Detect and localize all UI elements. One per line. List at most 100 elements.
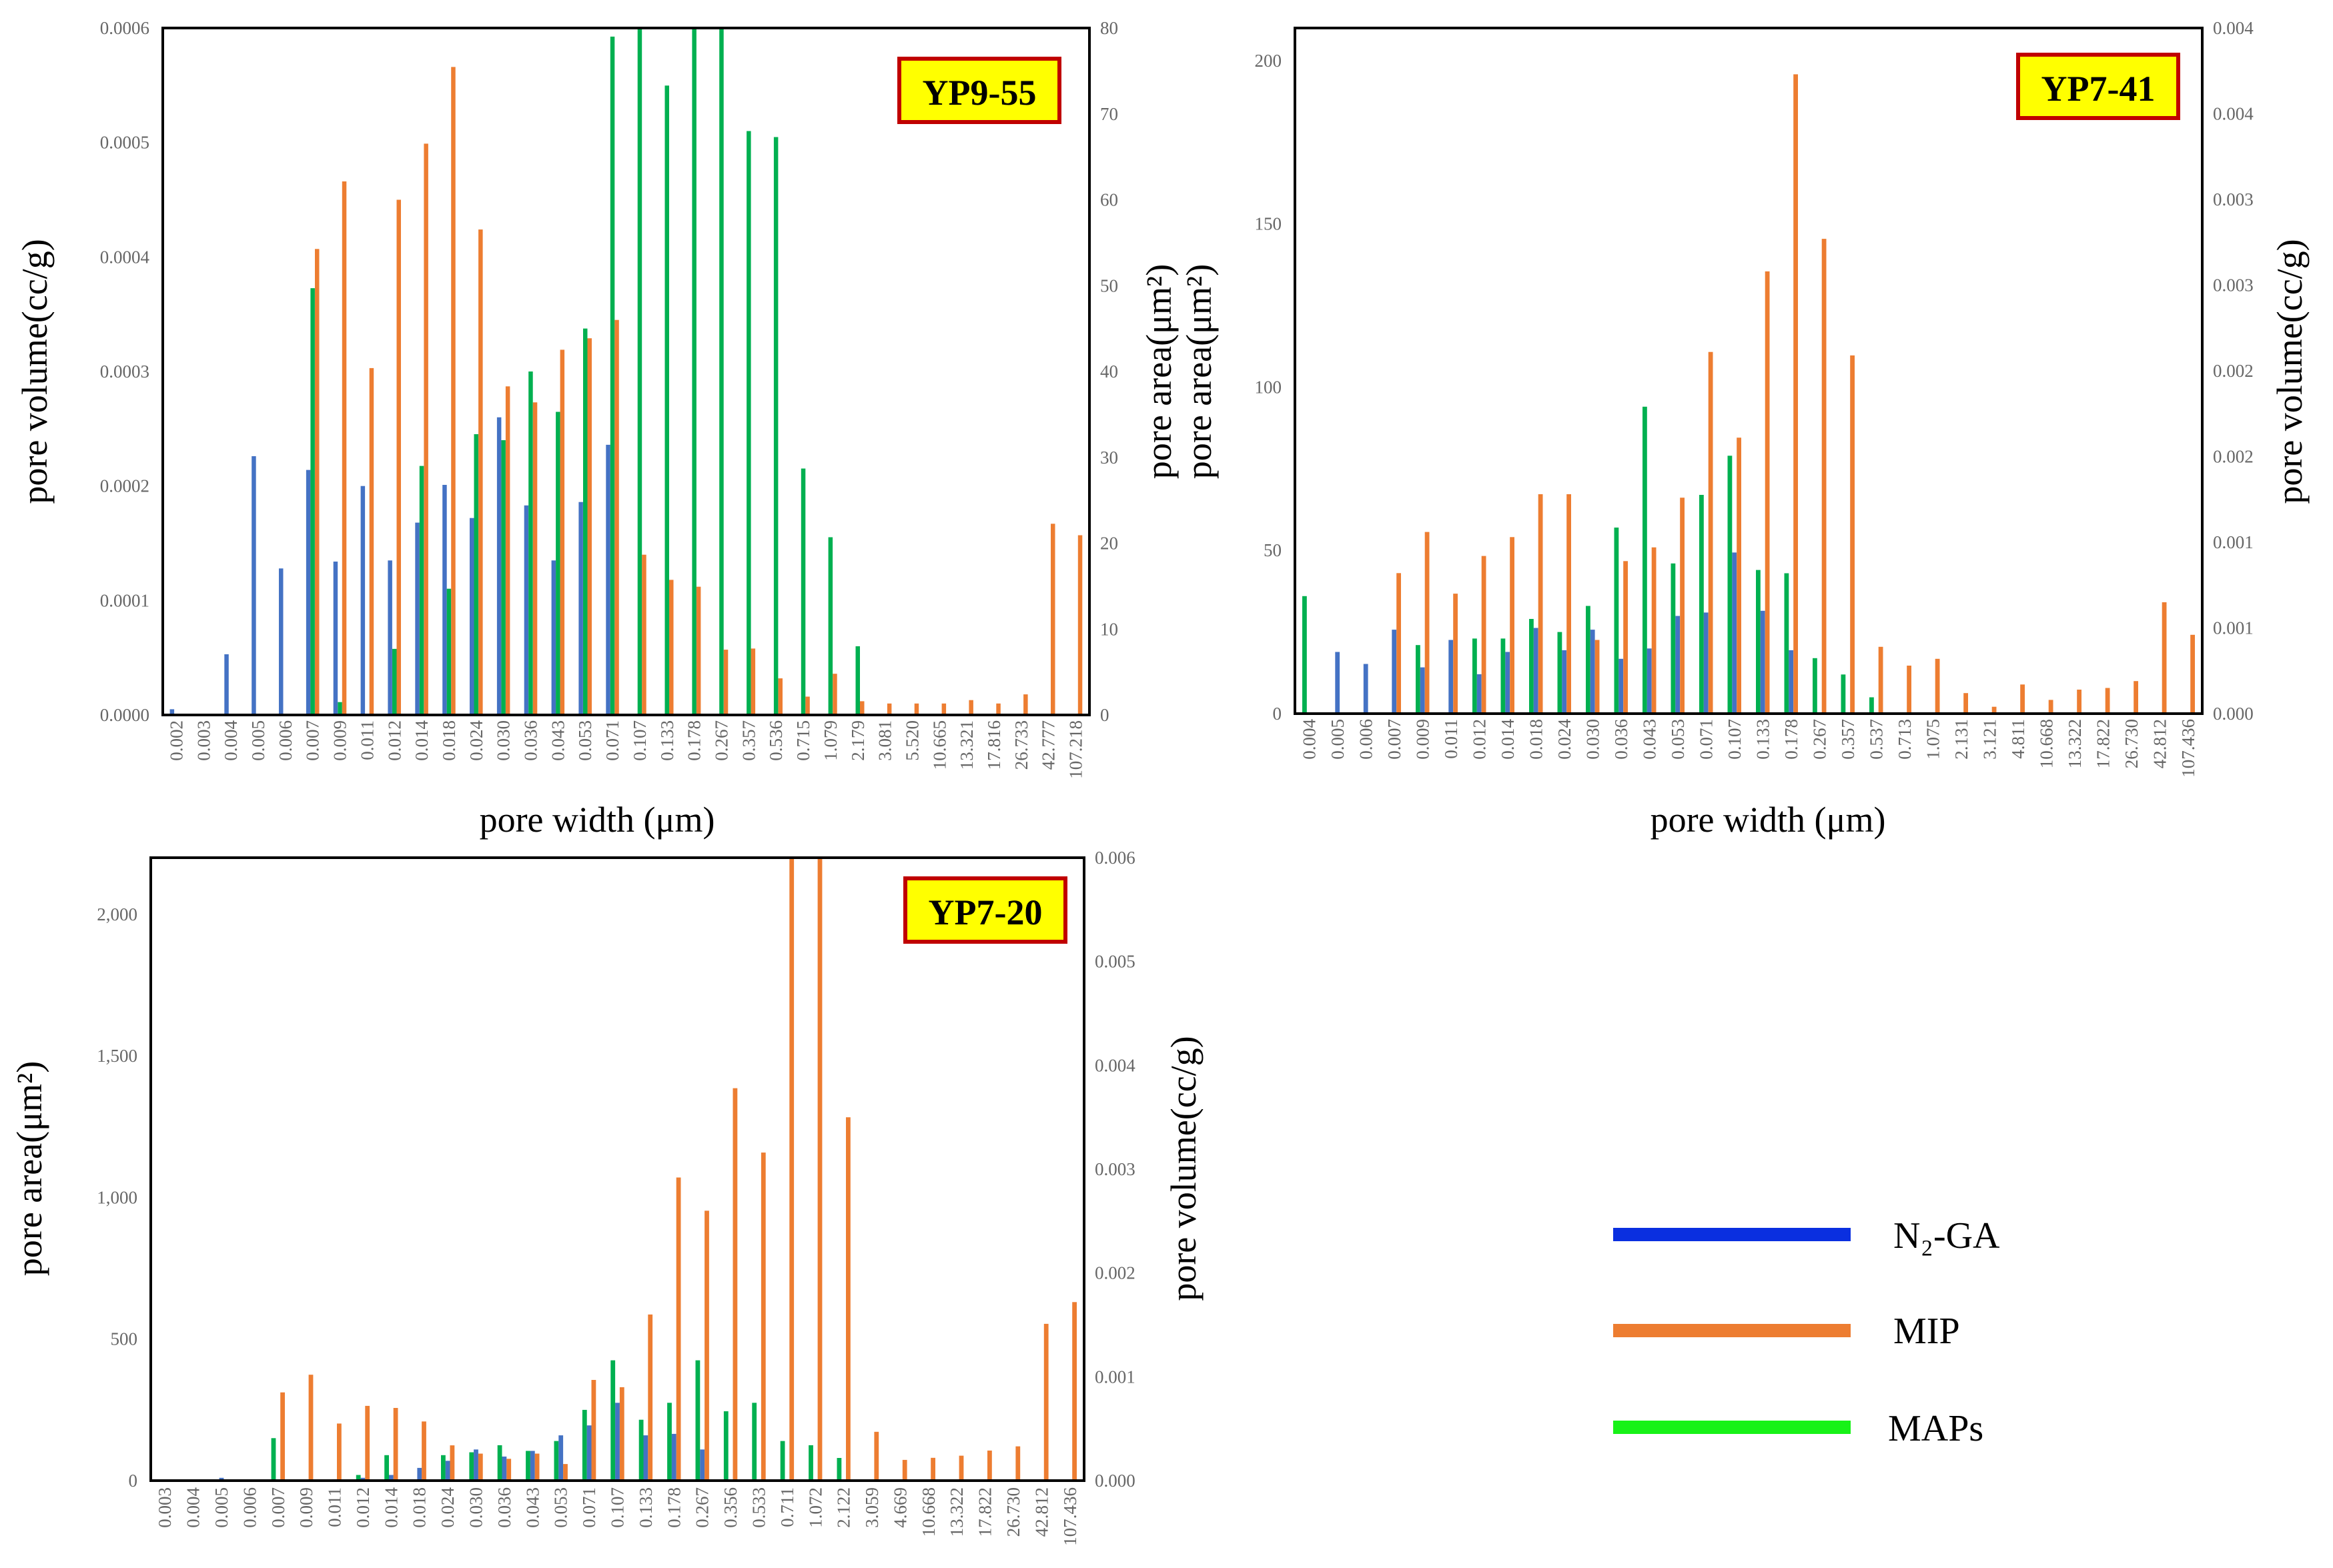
x-tick-label: 0.071 (1696, 719, 1716, 760)
bar-mip-0.107 (1737, 438, 1741, 714)
bar-maps-0.071 (1699, 495, 1704, 714)
chart-title: YP7-20 (929, 892, 1043, 932)
bar-mip-0.009 (1424, 532, 1430, 714)
x-tick-label: 0.012 (353, 1487, 373, 1528)
bar-mip-0.014 (1510, 537, 1514, 714)
bar-mip-0.178 (696, 586, 701, 715)
bar-n2-ga-0.036 (524, 505, 529, 715)
y-axis-title-left: pore area(μm²) (9, 1061, 49, 1276)
bars-group (169, 28, 1083, 716)
x-tick-label: 0.007 (268, 1487, 288, 1528)
bar-mip-17.816 (996, 703, 1001, 715)
x-tick-label: 26.730 (2122, 719, 2142, 768)
left-tick-label: 200 (1255, 51, 1282, 71)
bar-n2-ga-0.043 (551, 560, 556, 716)
legend: N₂-GA MIP MAPs (1613, 1215, 2000, 1449)
bar-n2-ga-0.071 (586, 1425, 592, 1481)
bar-maps-0.007 (310, 288, 315, 716)
x-tick-label: 0.107 (630, 720, 650, 761)
x-tick-label: 3.059 (862, 1487, 882, 1528)
x-tick-label: 0.178 (1781, 719, 1801, 760)
right-tick-label: 0.000 (1095, 1471, 1135, 1491)
bar-mip-107.436 (2190, 634, 2195, 714)
x-tick-label: 0.007 (1384, 719, 1404, 760)
bar-n2-ga-0.024 (470, 518, 474, 715)
bar-n2-ga-0.018 (1533, 628, 1538, 714)
x-tick-label: 4.811 (2008, 719, 2028, 759)
bar-n2-ga-0.030 (496, 417, 502, 715)
x-tick-label: 0.533 (749, 1487, 769, 1528)
bar-mip-10.665 (941, 703, 947, 715)
bar-mip-0.533 (761, 1152, 766, 1481)
bar-mip-0.007 (280, 1392, 285, 1481)
plot-frame (1294, 27, 2204, 715)
bar-n2-ga-0.267 (700, 1449, 705, 1481)
bar-mip-0.713 (1907, 666, 1911, 714)
x-tick-label: 0.018 (410, 1487, 430, 1528)
x-tick-label: 0.133 (1753, 719, 1773, 760)
bar-maps-0.004 (1302, 596, 1307, 714)
right-axis-ticks: 80 70 60 50 40 30 20 10 0 (1100, 18, 1118, 725)
bar-maps-0.536 (773, 137, 779, 715)
right-tick-label: 0.002 (2213, 447, 2254, 467)
bar-maps-0.043 (526, 1451, 530, 1481)
x-tick-label: 0.005 (1328, 719, 1348, 760)
x-tick-label: 0.107 (608, 1487, 628, 1528)
x-axis-title: pore width (μm) (1651, 800, 1886, 840)
bar-maps-0.357 (1841, 674, 1846, 714)
x-tick-label: 0.003 (193, 720, 213, 761)
right-tick-label: 70 (1100, 104, 1118, 124)
bar-mip-3.059 (874, 1431, 879, 1481)
bars-group (1302, 74, 2195, 714)
bar-maps-0.715 (801, 468, 806, 715)
bar-n2-ga-0.006 (279, 568, 284, 715)
right-tick-label: 0.004 (2213, 18, 2254, 38)
bar-maps-0.024 (441, 1455, 446, 1481)
x-tick-label: 0.071 (602, 720, 622, 761)
x-tick-label: 10.668 (919, 1487, 939, 1537)
title-badge-box (897, 57, 1061, 124)
bar-mip-0.267 (705, 1211, 709, 1481)
left-tick-label: 1,000 (97, 1188, 137, 1208)
bar-n2-ga-0.053 (578, 502, 583, 715)
bar-maps-0.107 (610, 1360, 616, 1481)
bar-n2-ga-0.014 (415, 522, 420, 715)
bar-mip-10.668 (2048, 700, 2053, 714)
x-tick-label: 107.218 (1066, 720, 1086, 779)
bar-mip-17.822 (2105, 688, 2110, 714)
x-tick-label: 0.713 (1895, 719, 1915, 760)
bars-group (219, 858, 1077, 1481)
bar-maps-0.024 (474, 434, 478, 715)
bar-maps-0.053 (1671, 563, 1676, 714)
x-tick-label: 17.822 (975, 1487, 995, 1537)
x-tick-label: 0.007 (303, 720, 323, 761)
x-tick-label: 1.075 (1923, 719, 1943, 760)
x-tick-label: 0.036 (1611, 719, 1631, 760)
bar-n2-ga-0.007 (306, 470, 311, 715)
x-tick-label: 0.715 (793, 720, 813, 761)
bar-n2-ga-0.018 (442, 485, 447, 716)
bar-mip-107.436 (1072, 1302, 1077, 1481)
x-tick-label: 0.014 (412, 720, 432, 761)
x-tick-label: 0.036 (521, 720, 541, 761)
legend-swatch-maps (1613, 1421, 1851, 1434)
left-tick-label: 0.0006 (100, 18, 149, 38)
x-tick-label: 4.669 (890, 1487, 910, 1528)
left-axis-ticks: 200 150 100 50 0 (1255, 51, 1282, 724)
legend-item-maps: MAPs (1613, 1408, 1983, 1449)
left-tick-label: 0.0002 (100, 476, 149, 496)
bar-mip-0.030 (478, 1453, 483, 1481)
bar-mip-107.218 (1077, 535, 1083, 715)
x-tick-label: 17.816 (984, 720, 1004, 770)
x-tick-label: 0.030 (1582, 719, 1602, 760)
bar-n2-ga-0.005 (1335, 652, 1340, 714)
bar-n2-ga-0.012 (1476, 674, 1482, 714)
bar-mip-0.133 (1765, 271, 1770, 714)
bar-mip-0.007 (1396, 573, 1401, 714)
bar-n2-ga-0.014 (389, 1475, 394, 1481)
bar-maps-0.356 (723, 1411, 729, 1481)
bar-mip-4.669 (902, 1459, 907, 1481)
right-axis-ticks: 0.006 0.005 0.004 0.003 0.002 0.001 0.000 (1095, 848, 1135, 1491)
bar-maps-1.079 (828, 537, 833, 715)
